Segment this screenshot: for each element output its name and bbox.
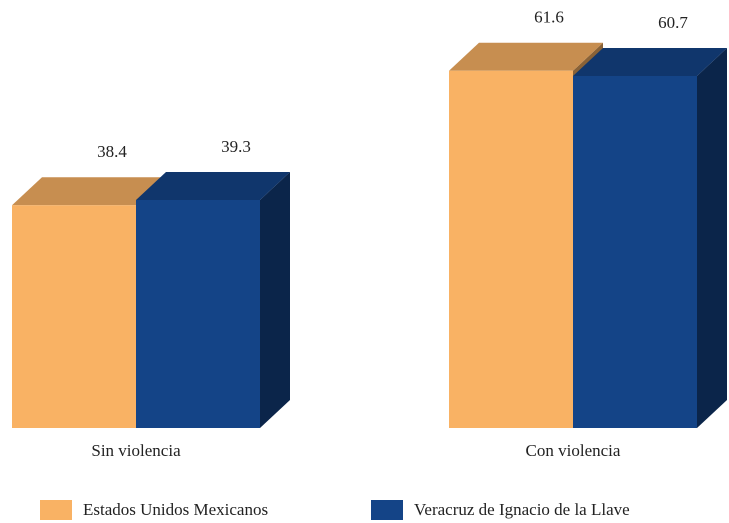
x-tick-label: Con violencia <box>526 441 621 460</box>
bar-top <box>136 172 290 201</box>
bar-front <box>12 205 136 428</box>
legend-swatch <box>371 500 403 520</box>
x-tick-label: Sin violencia <box>91 441 181 460</box>
bar-top <box>449 42 603 71</box>
legend-label: Estados Unidos Mexicanos <box>83 500 268 519</box>
value-label: 38.4 <box>97 142 127 161</box>
bar-side <box>260 172 290 428</box>
bar-top <box>12 177 166 206</box>
bar-front <box>449 70 573 428</box>
value-label: 60.7 <box>658 13 688 32</box>
value-label: 61.6 <box>534 8 564 27</box>
legend-swatch <box>40 500 72 520</box>
value-label: 39.3 <box>221 137 251 156</box>
bar-front <box>573 75 697 428</box>
bar-front <box>136 200 260 428</box>
bar <box>136 172 290 428</box>
bar-side <box>697 47 727 428</box>
bar-top <box>573 47 727 76</box>
bar <box>573 47 727 428</box>
legend-label: Veracruz de Ignacio de la Llave <box>414 500 630 519</box>
